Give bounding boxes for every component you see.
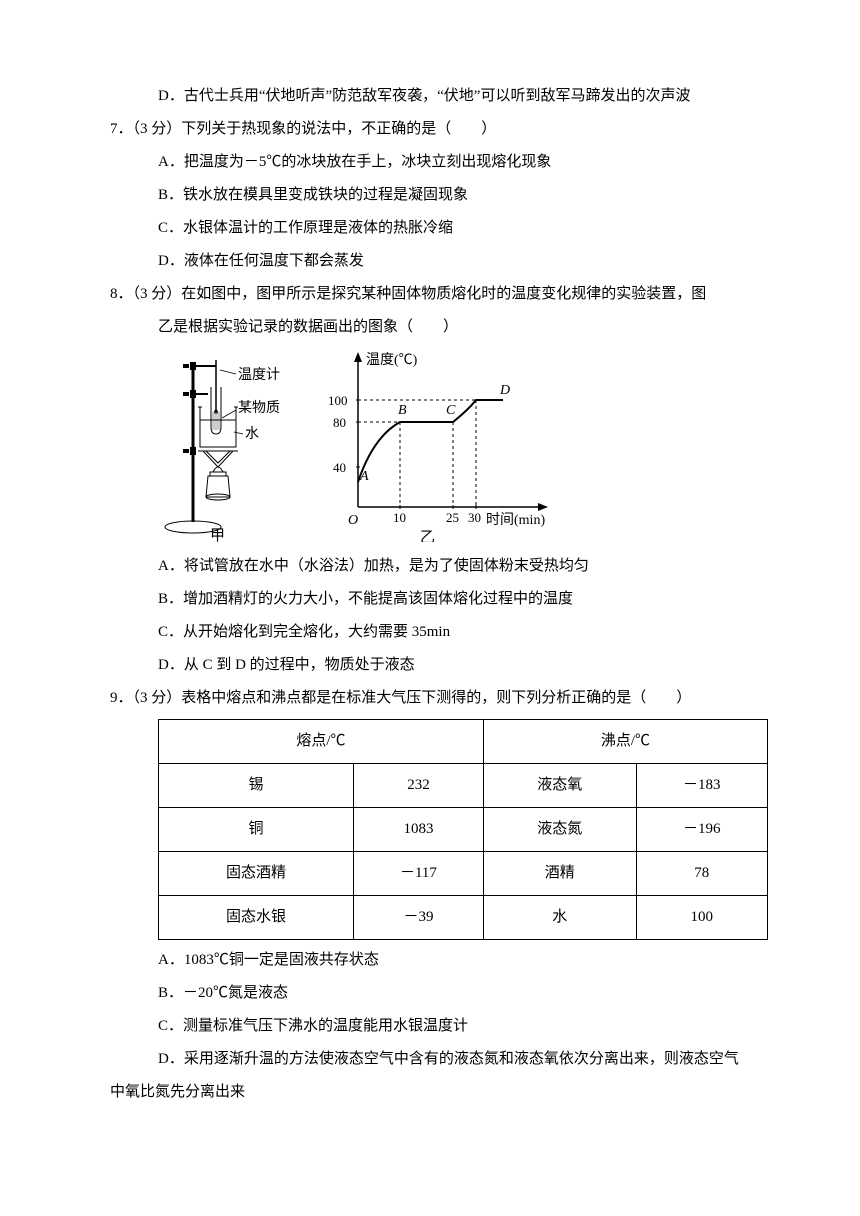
table-row: 熔点/℃ 沸点/℃	[159, 720, 768, 764]
q7-optB: B．铁水放在模具里变成铁块的过程是凝固现象	[110, 179, 750, 212]
q8-figures: 温度计 某物质 水 甲 40 80 100 10 25 30	[110, 352, 750, 542]
point-A: A	[359, 469, 369, 484]
table-row: 固态水银－39水100	[159, 896, 768, 940]
q6-optD: D．古代士兵用“伏地听声”防范敌军夜袭，“伏地”可以听到敌军马蹄发出的次声波	[110, 80, 750, 113]
th-melting: 熔点/℃	[159, 720, 484, 764]
table-row: 铜1083液态氮－196	[159, 808, 768, 852]
melting-chart: 40 80 100 10 25 30 A B C D 温度(℃) 时间(min)…	[328, 352, 558, 542]
xlabel: 时间(min)	[486, 512, 545, 528]
table-row: 固态酒精－117酒精78	[159, 852, 768, 896]
q9-optD-l1: D．采用逐渐升温的方法使液态空气中含有的液态氮和液态氧依次分离出来，则液态空气	[110, 1043, 750, 1076]
ylabel: 温度(℃)	[366, 352, 418, 368]
xtick-25: 25	[446, 510, 459, 525]
label-water: 水	[245, 426, 259, 442]
ytick-80: 80	[333, 415, 346, 430]
q8-stem-l1: 8．（3 分）在如图中，图甲所示是探究某种固体物质熔化时的温度变化规律的实验装置…	[110, 278, 750, 311]
table-row: 锡232液态氧－183	[159, 764, 768, 808]
label-substance: 某物质	[238, 400, 280, 416]
q9-optC: C．测量标准气压下沸水的温度能用水银温度计	[110, 1010, 750, 1043]
q9-optB: B．－20℃氮是液态	[110, 977, 750, 1010]
point-D: D	[499, 383, 510, 398]
apparatus-diagram: 温度计 某物质 水 甲	[158, 352, 288, 542]
q7-optD: D．液体在任何温度下都会蒸发	[110, 245, 750, 278]
q8-optD: D．从 C 到 D 的过程中，物质处于液态	[110, 649, 750, 682]
svg-text:O: O	[348, 513, 358, 528]
q9-table: 熔点/℃ 沸点/℃ 锡232液态氧－183 铜1083液态氮－196 固态酒精－…	[158, 719, 768, 940]
xtick-10: 10	[393, 510, 406, 525]
q8-stem-l2: 乙是根据实验记录的数据画出的图象（ ）	[110, 311, 750, 344]
th-boiling: 沸点/℃	[483, 720, 767, 764]
q7-optC: C．水银体温计的工作原理是液体的热胀冷缩	[110, 212, 750, 245]
xtick-30: 30	[468, 510, 481, 525]
q7-stem: 7．（3 分）下列关于热现象的说法中，不正确的是（ ）	[110, 113, 750, 146]
label-thermo: 温度计	[238, 367, 280, 383]
caption-jia: 甲	[210, 528, 225, 542]
point-B: B	[398, 403, 407, 418]
q8-optC: C．从开始熔化到完全熔化，大约需要 35min	[110, 616, 750, 649]
caption-yi: 乙	[420, 530, 435, 542]
ytick-100: 100	[328, 393, 348, 408]
q9-stem: 9．（3 分）表格中熔点和沸点都是在标准大气压下测得的，则下列分析正确的是（ ）	[110, 682, 750, 715]
q8-optA: A．将试管放在水中（水浴法）加热，是为了使固体粉末受热均匀	[110, 550, 750, 583]
q9-optD-l2: 中氧比氮先分离出来	[110, 1076, 750, 1109]
q9-optA: A．1083℃铜一定是固液共存状态	[110, 944, 750, 977]
q7-optA: A．把温度为－5℃的冰块放在手上，冰块立刻出现熔化现象	[110, 146, 750, 179]
q8-optB: B．增加酒精灯的火力大小，不能提高该固体熔化过程中的温度	[110, 583, 750, 616]
ytick-40: 40	[333, 460, 346, 475]
point-C: C	[446, 403, 456, 418]
